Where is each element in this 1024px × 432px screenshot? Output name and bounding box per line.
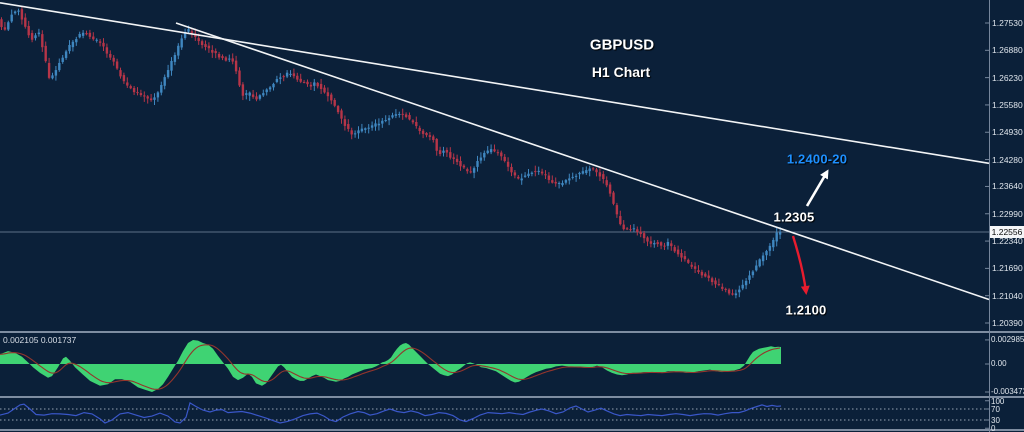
upper-resistance-trendline <box>0 2 990 165</box>
up-arrow <box>805 169 829 207</box>
lower-resistance-trendline <box>175 22 990 301</box>
down-arrow <box>791 235 810 295</box>
rsi-line <box>0 401 782 424</box>
candles <box>0 6 782 299</box>
macd-histogram <box>0 340 781 392</box>
macd-signal-line <box>0 344 781 390</box>
